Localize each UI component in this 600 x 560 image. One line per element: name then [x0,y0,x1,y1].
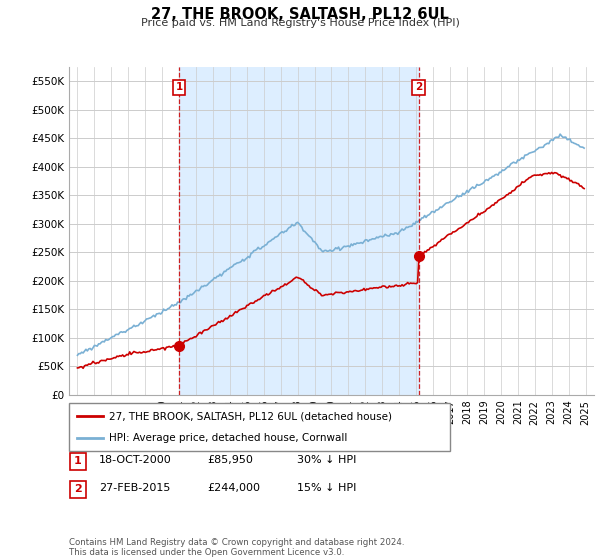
Bar [179,67,419,395]
Text: Price paid vs. HM Land Registry's House Price Index (HPI): Price paid vs. HM Land Registry's House … [140,18,460,29]
Text: £244,000: £244,000 [207,483,260,493]
Text: 18-OCT-2000: 18-OCT-2000 [99,455,172,465]
Text: 27-FEB-2015: 27-FEB-2015 [99,483,170,493]
FancyBboxPatch shape [69,403,450,451]
Text: Contains HM Land Registry data © Crown copyright and database right 2024.
This d: Contains HM Land Registry data © Crown c… [69,538,404,557]
Text: 27, THE BROOK, SALTASH, PL12 6UL (detached house): 27, THE BROOK, SALTASH, PL12 6UL (detach… [109,411,392,421]
Text: HPI: Average price, detached house, Cornwall: HPI: Average price, detached house, Corn… [109,433,347,443]
Text: 27, THE BROOK, SALTASH, PL12 6UL: 27, THE BROOK, SALTASH, PL12 6UL [151,7,449,22]
Text: 15% ↓ HPI: 15% ↓ HPI [297,483,356,493]
Text: 2: 2 [74,484,82,494]
Text: £85,950: £85,950 [207,455,253,465]
Text: 1: 1 [175,82,183,92]
Text: 1: 1 [74,456,82,466]
FancyBboxPatch shape [70,482,86,497]
Text: 30% ↓ HPI: 30% ↓ HPI [297,455,356,465]
FancyBboxPatch shape [70,454,86,469]
Text: 2: 2 [415,82,422,92]
